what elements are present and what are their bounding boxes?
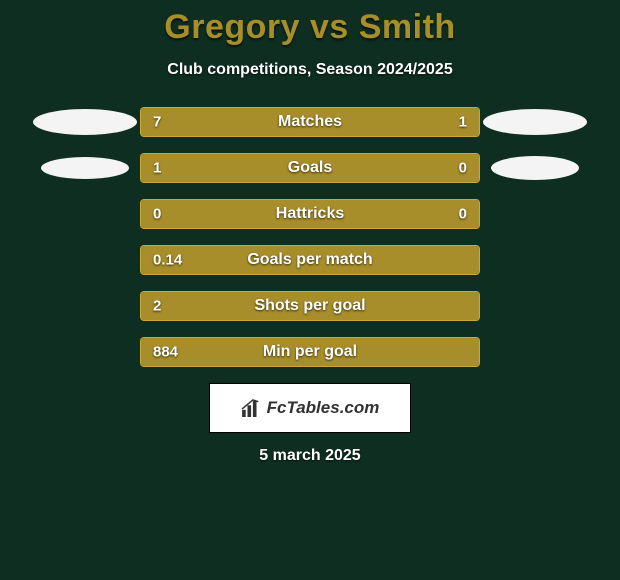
stat-value-left: 884 xyxy=(153,344,178,361)
stat-value-left: 2 xyxy=(153,298,161,315)
comparison-card: Gregory vs Smith Club competitions, Seas… xyxy=(0,0,620,580)
stat-row: 1 0 Goals xyxy=(0,153,620,183)
stat-value-left: 0 xyxy=(153,206,161,223)
bar-segment-left xyxy=(141,108,401,136)
bar-segment-right xyxy=(401,154,479,182)
stat-bar: 884 Min per goal xyxy=(140,337,480,367)
subtitle: Club competitions, Season 2024/2025 xyxy=(0,61,620,79)
player1-icon-slot xyxy=(30,109,140,135)
bar-segment-right xyxy=(401,108,479,136)
player2-ellipse-icon xyxy=(483,109,587,135)
player2-icon-slot xyxy=(480,156,590,180)
bars-icon xyxy=(241,399,263,417)
player1-ellipse-icon xyxy=(33,109,137,135)
watermark: FcTables.com xyxy=(209,383,411,433)
stat-value-right: 0 xyxy=(459,206,467,223)
stat-bar: 7 1 Matches xyxy=(140,107,480,137)
stat-row: 884 Min per goal xyxy=(0,337,620,367)
player2-ellipse-icon xyxy=(491,156,579,180)
player2-icon-slot xyxy=(480,109,590,135)
stat-label: Hattricks xyxy=(276,205,344,223)
stat-label: Goals xyxy=(288,159,332,177)
stat-label: Shots per goal xyxy=(254,297,365,315)
stat-rows: 7 1 Matches 1 0 Goals 0 0 Hattricks 0.14 Goals per… xyxy=(0,107,620,367)
stat-value-left: 1 xyxy=(153,160,161,177)
stat-bar: 2 Shots per goal xyxy=(140,291,480,321)
stat-bar: 1 0 Goals xyxy=(140,153,480,183)
stat-label: Goals per match xyxy=(247,251,372,269)
stat-row: 0.14 Goals per match xyxy=(0,245,620,275)
stat-value-left: 0.14 xyxy=(153,252,182,269)
page-title: Gregory vs Smith xyxy=(0,0,620,47)
stat-value-left: 7 xyxy=(153,114,161,131)
stat-label: Min per goal xyxy=(263,343,357,361)
date-label: 5 march 2025 xyxy=(0,447,620,465)
stat-row: 2 Shots per goal xyxy=(0,291,620,321)
stat-row: 0 0 Hattricks xyxy=(0,199,620,229)
stat-bar: 0.14 Goals per match xyxy=(140,245,480,275)
stat-value-right: 1 xyxy=(459,114,467,131)
stat-label: Matches xyxy=(278,113,342,131)
player1-icon-slot xyxy=(30,157,140,179)
player1-ellipse-icon xyxy=(41,157,129,179)
stat-row: 7 1 Matches xyxy=(0,107,620,137)
bar-segment-left xyxy=(141,154,401,182)
stat-bar: 0 0 Hattricks xyxy=(140,199,480,229)
watermark-text: FcTables.com xyxy=(267,398,380,418)
stat-value-right: 0 xyxy=(459,160,467,177)
